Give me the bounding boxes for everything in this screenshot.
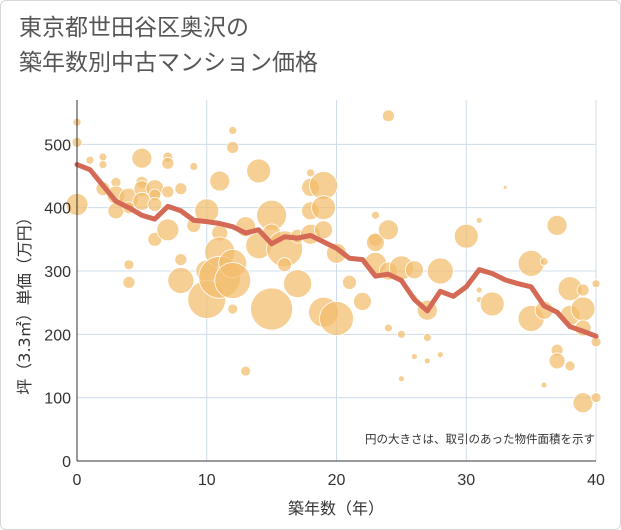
y-tick-label: 0 bbox=[62, 454, 71, 471]
chart-title-line-1: 東京都世田谷区奥沢の bbox=[19, 15, 249, 41]
x-tick-label: 10 bbox=[198, 472, 216, 489]
bubble-point bbox=[283, 269, 312, 299]
bubble-point bbox=[475, 286, 483, 294]
bubble-point bbox=[548, 352, 566, 370]
bubble-point bbox=[371, 210, 380, 220]
bubble-point bbox=[277, 257, 293, 273]
bubble-point bbox=[174, 182, 188, 196]
bubble-point bbox=[226, 141, 240, 154]
bubble-point bbox=[475, 216, 483, 224]
bubble-point bbox=[436, 351, 444, 359]
bubble-point bbox=[479, 291, 505, 317]
x-tick-label: 30 bbox=[457, 472, 475, 489]
bubble-point bbox=[404, 260, 424, 280]
bubble-point bbox=[156, 218, 180, 242]
bubble-point bbox=[423, 357, 431, 365]
y-axis-label: 坪（3.3㎡）単価（万円） bbox=[15, 209, 34, 394]
y-tick-label: 400 bbox=[44, 201, 71, 218]
y-tick-label: 200 bbox=[44, 327, 71, 344]
bubble-point bbox=[342, 274, 357, 290]
bubble-point bbox=[214, 262, 252, 299]
size-note: 円の大きさは、取引のあった物件面積を示す bbox=[365, 432, 595, 446]
bubble-point bbox=[381, 109, 395, 123]
bubble-point bbox=[319, 301, 354, 336]
trend-line bbox=[74, 162, 599, 339]
bubble-point bbox=[98, 160, 108, 170]
bubble-point bbox=[502, 184, 508, 190]
bubble-point bbox=[314, 220, 333, 240]
bubble-point bbox=[122, 275, 136, 289]
bubble-point bbox=[366, 233, 385, 252]
bubble-point bbox=[228, 125, 238, 135]
bubble-point bbox=[453, 223, 479, 249]
bubble-point bbox=[311, 195, 336, 221]
bubble-point bbox=[167, 267, 195, 294]
x-tick-label: 0 bbox=[73, 472, 82, 489]
bubble-point bbox=[572, 392, 594, 414]
bubble-point bbox=[422, 333, 432, 342]
x-tick-label: 20 bbox=[328, 472, 346, 489]
bubble-point bbox=[410, 353, 418, 360]
bubble-point bbox=[250, 287, 294, 331]
bubble-point bbox=[85, 155, 95, 165]
bubble-point bbox=[227, 303, 239, 315]
bubble-point bbox=[306, 168, 315, 178]
bubble-point bbox=[591, 279, 601, 289]
bubble-point bbox=[147, 197, 163, 212]
bubble-point bbox=[383, 323, 393, 333]
bubble-point bbox=[590, 392, 602, 404]
bubble-point bbox=[353, 291, 372, 311]
bubble-point bbox=[189, 162, 199, 171]
bubble-point bbox=[396, 329, 406, 339]
bubble-point bbox=[546, 214, 568, 236]
bubble-point bbox=[240, 365, 252, 377]
bubble-point bbox=[377, 219, 399, 241]
bubble-point bbox=[123, 259, 135, 271]
bubble-point bbox=[576, 283, 590, 297]
bubble-point bbox=[570, 296, 596, 322]
x-axis-label: 築年数（年） bbox=[288, 499, 384, 518]
bubble-point bbox=[246, 158, 272, 184]
bubble-point bbox=[426, 257, 454, 285]
bubble-point bbox=[161, 185, 175, 199]
bubble-point bbox=[131, 147, 153, 169]
bubble-point bbox=[174, 253, 188, 267]
chart-title-line-2: 築年数別中古マンション価格 bbox=[19, 50, 318, 76]
y-tick-label: 500 bbox=[44, 137, 71, 154]
bubble-point bbox=[540, 381, 548, 389]
bubble-point bbox=[564, 360, 576, 372]
y-tick-label: 300 bbox=[44, 264, 71, 281]
bubble-point bbox=[209, 170, 231, 192]
bubble-layer bbox=[65, 109, 602, 414]
axes: 0 100 200 300 400 500 0 10 20 30 40 bbox=[44, 100, 605, 489]
chart-title: 東京都世田谷区奥沢の 築年数別中古マンション価格 bbox=[19, 11, 349, 81]
bubble-point bbox=[161, 156, 175, 170]
y-tick-label: 100 bbox=[44, 391, 71, 408]
bubble-point bbox=[397, 375, 405, 383]
x-tick-label: 40 bbox=[587, 472, 605, 489]
bubble-point bbox=[98, 152, 108, 162]
grid bbox=[77, 100, 597, 461]
bubble-point bbox=[539, 257, 549, 266]
trend-layer bbox=[74, 162, 599, 339]
